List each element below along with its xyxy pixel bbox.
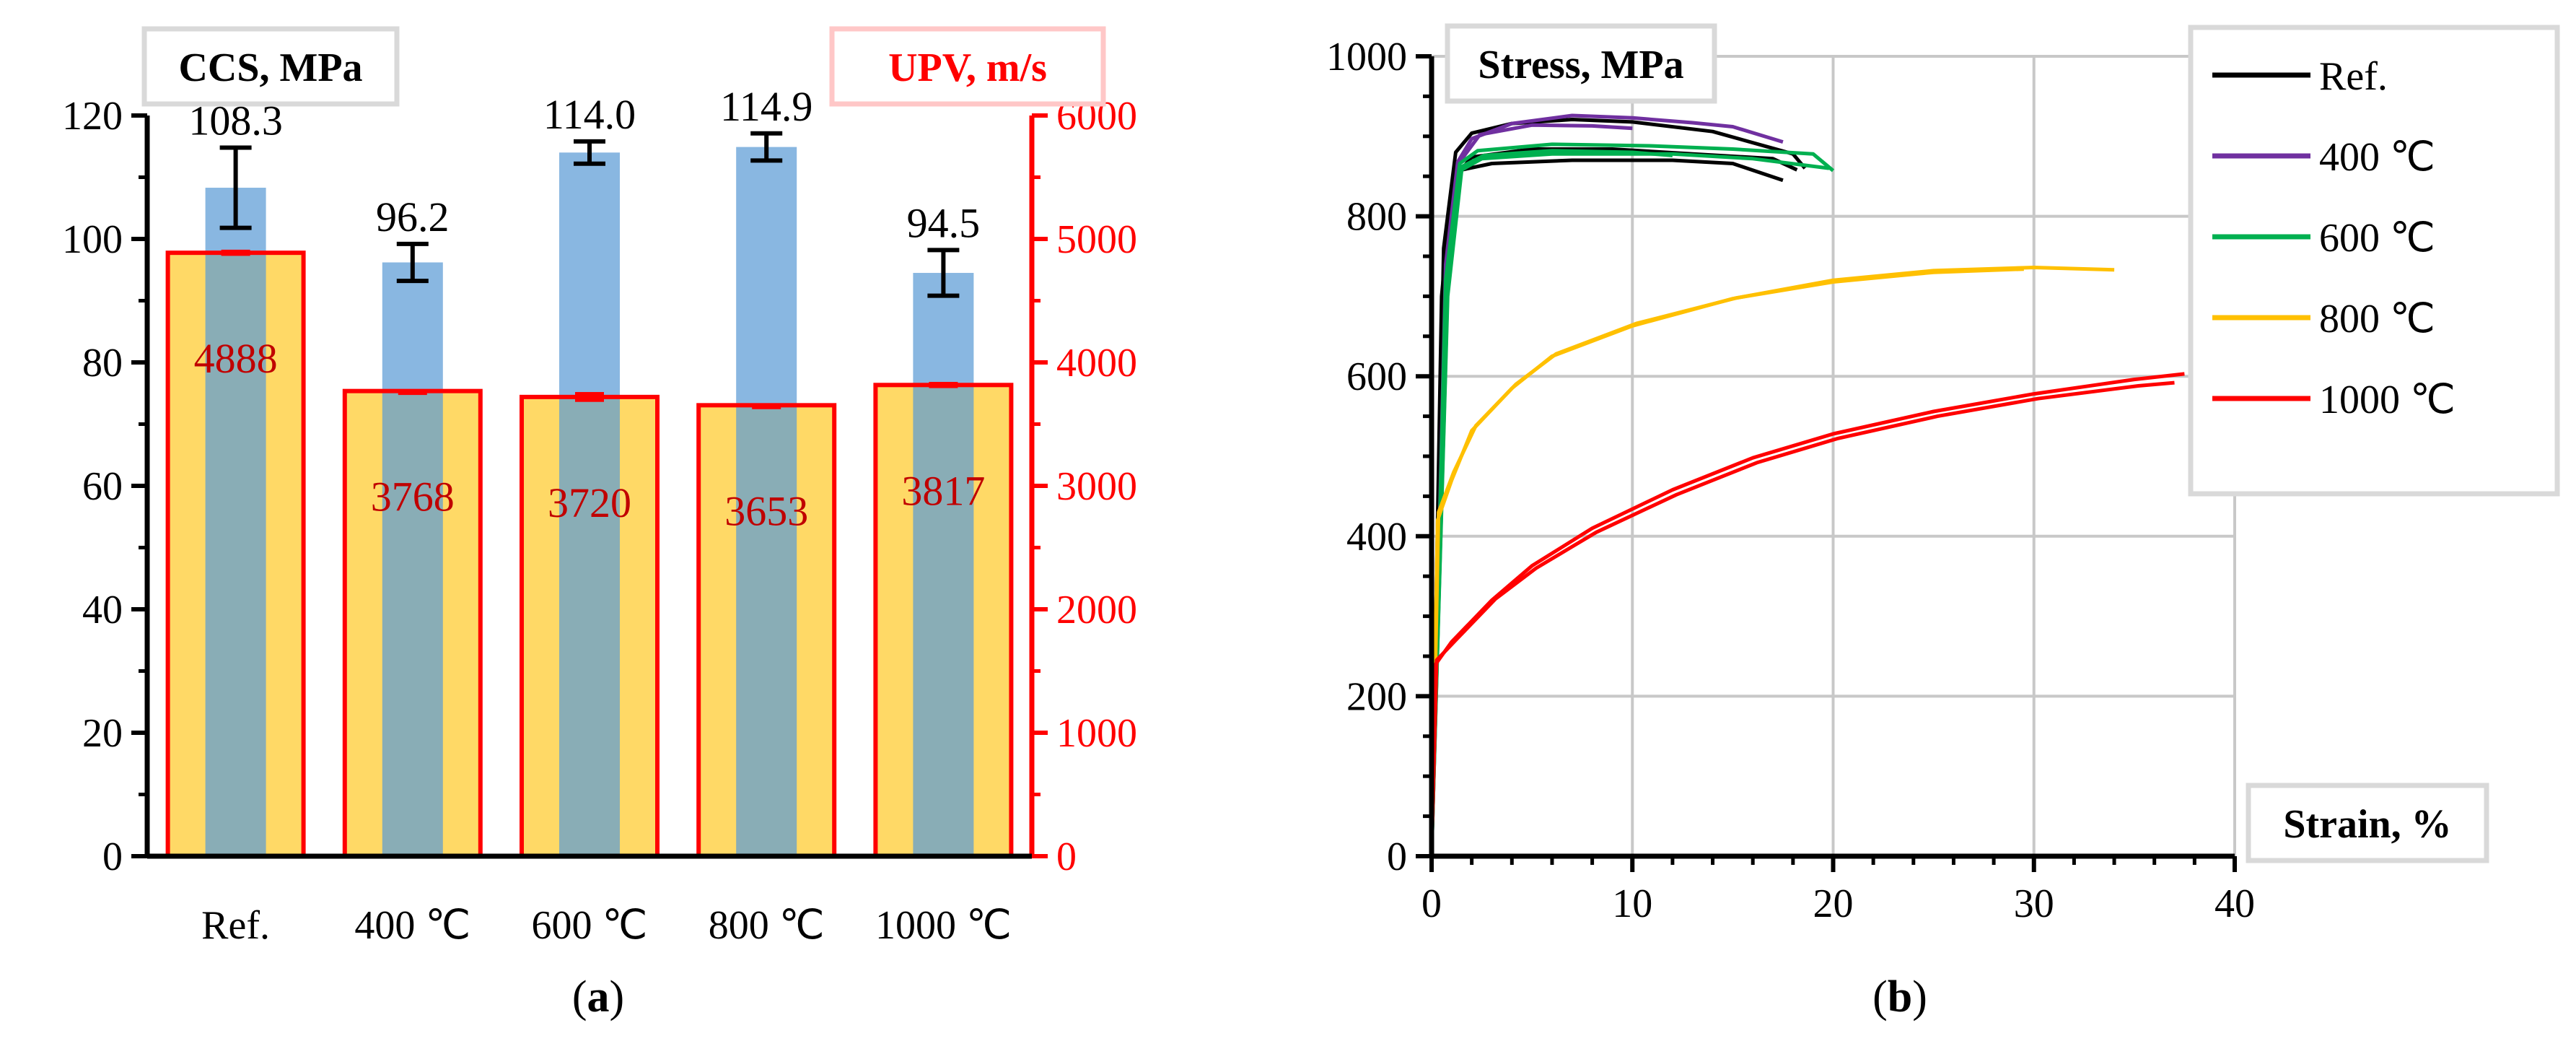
panel-label-b-open: (	[1872, 972, 1888, 1022]
stress-strain-curve	[1429, 142, 1835, 857]
y-right-tick-label: 3000	[1056, 464, 1137, 509]
stress-strain-curve	[1429, 152, 1830, 857]
stress-strain-curve	[1429, 267, 2024, 857]
stress-strain-curve	[1429, 113, 1784, 857]
category-label: 1000 ℃	[875, 903, 1012, 948]
chart-b-axes: 0 200 400 600 800 1000 0 10 20 30 40	[1326, 35, 2255, 926]
upv-error-bar	[929, 382, 958, 388]
upv-error-bar	[752, 403, 781, 409]
y-left-tick-label: 120	[62, 94, 123, 139]
legend-label: Ref.	[2319, 54, 2388, 99]
upv-value-label: 3653	[724, 487, 808, 534]
ccs-value-label: 96.2	[376, 193, 450, 240]
x-tick-label: 10	[1612, 881, 1652, 926]
legend-label: 800 ℃	[2319, 297, 2435, 341]
panel-label-b-letter: b	[1888, 972, 1912, 1022]
stress-strain-curve	[1429, 118, 1807, 857]
y-left-tick-label: 0	[102, 835, 123, 879]
stress-strain-curve	[1429, 147, 1798, 857]
y-tick-label: 1000	[1326, 35, 1407, 79]
y-tick-label: 0	[1387, 835, 1407, 879]
chart-b-grid	[1430, 55, 2236, 858]
ccs-value-label: 94.5	[907, 199, 981, 246]
y-tick-label: 400	[1346, 515, 1407, 559]
stress-axis-title: Stress, MPa	[1445, 23, 1717, 104]
strain-axis-title-text: Strain, %	[2283, 802, 2451, 847]
x-tick-label: 30	[2014, 881, 2054, 926]
upv-error-bar	[221, 249, 250, 256]
stress-axis-title-text: Stress, MPa	[1478, 43, 1683, 87]
panel-label-b-close: )	[1912, 972, 1927, 1022]
upv-value-label: 3768	[371, 474, 455, 520]
y-right-tick-label: 0	[1056, 835, 1077, 879]
y-right-tick-label: 5000	[1056, 217, 1137, 262]
y-left-tick-label: 40	[82, 588, 123, 632]
upv-axis-title: UPV, m/s	[829, 26, 1106, 107]
ccs-axis-title: CCS, MPa	[141, 26, 400, 107]
panel-label-a-open: (	[572, 972, 587, 1022]
ccs-axis-title-text: CCS, MPa	[178, 45, 362, 90]
y-left-tick-label: 60	[82, 464, 123, 509]
strain-axis-title: Strain, %	[2246, 783, 2489, 863]
legend-label: 600 ℃	[2319, 216, 2435, 261]
y-right-tick-label: 1000	[1056, 711, 1137, 756]
y-left-tick-label: 100	[62, 217, 123, 262]
upv-value-label: 4888	[194, 335, 278, 382]
panel-label-b: (b)	[1872, 972, 1927, 1022]
y-right-tick-label: 4000	[1056, 341, 1137, 386]
y-left-tick-label: 80	[82, 341, 123, 386]
upv-value-label: 3817	[901, 467, 985, 514]
x-tick-label: 40	[2214, 881, 2255, 926]
ccs-bar	[205, 188, 266, 856]
category-label: 800 ℃	[709, 903, 825, 948]
stress-strain-curve	[1429, 123, 1633, 857]
chart-b: 0 200 400 600 800 1000 0 10 20 30 40 Stress, MPa S…	[1326, 23, 2560, 1022]
y-right-tick-label: 2000	[1056, 588, 1137, 632]
upv-axis-title-text: UPV, m/s	[888, 45, 1047, 90]
category-label: 400 ℃	[354, 903, 470, 948]
stress-strain-curve	[1429, 380, 2175, 857]
y-tick-label: 200	[1346, 674, 1407, 719]
stress-strain-curve	[1429, 158, 1784, 857]
y-left-tick-label: 20	[82, 711, 123, 756]
ccs-value-label: 114.9	[720, 83, 812, 130]
stress-strain-curve	[1429, 149, 1673, 857]
upv-error-bar	[575, 392, 604, 402]
legend-label: 1000 ℃	[2319, 378, 2455, 422]
ccs-value-label: 114.0	[543, 91, 636, 138]
ccs-bar	[913, 273, 974, 856]
panel-label-a: (a)	[572, 972, 624, 1022]
category-label: Ref.	[201, 903, 270, 948]
category-label: 600 ℃	[532, 903, 648, 948]
panel-label-a-letter: a	[587, 972, 610, 1022]
upv-error-bar	[398, 389, 427, 396]
chart-b-curves	[1429, 113, 2185, 857]
chart-a-bars	[165, 131, 1014, 859]
chart-a: 0204060801001200100020003000400050006000…	[62, 26, 1137, 1022]
ccs-bar	[736, 147, 797, 857]
panel-label-a-close: )	[610, 972, 625, 1022]
legend-label: 400 ℃	[2319, 135, 2435, 180]
y-tick-label: 800	[1346, 195, 1407, 240]
y-tick-label: 600	[1346, 354, 1407, 399]
ccs-bar	[559, 152, 620, 857]
legend: Ref. 400 ℃ 600 ℃ 800 ℃ 1000 ℃	[2188, 25, 2560, 497]
stress-strain-curve	[1429, 266, 2115, 857]
ccs-bar	[382, 262, 443, 856]
x-tick-label: 0	[1421, 881, 1442, 926]
x-tick-label: 20	[1813, 881, 1854, 926]
upv-value-label: 3720	[548, 479, 631, 526]
